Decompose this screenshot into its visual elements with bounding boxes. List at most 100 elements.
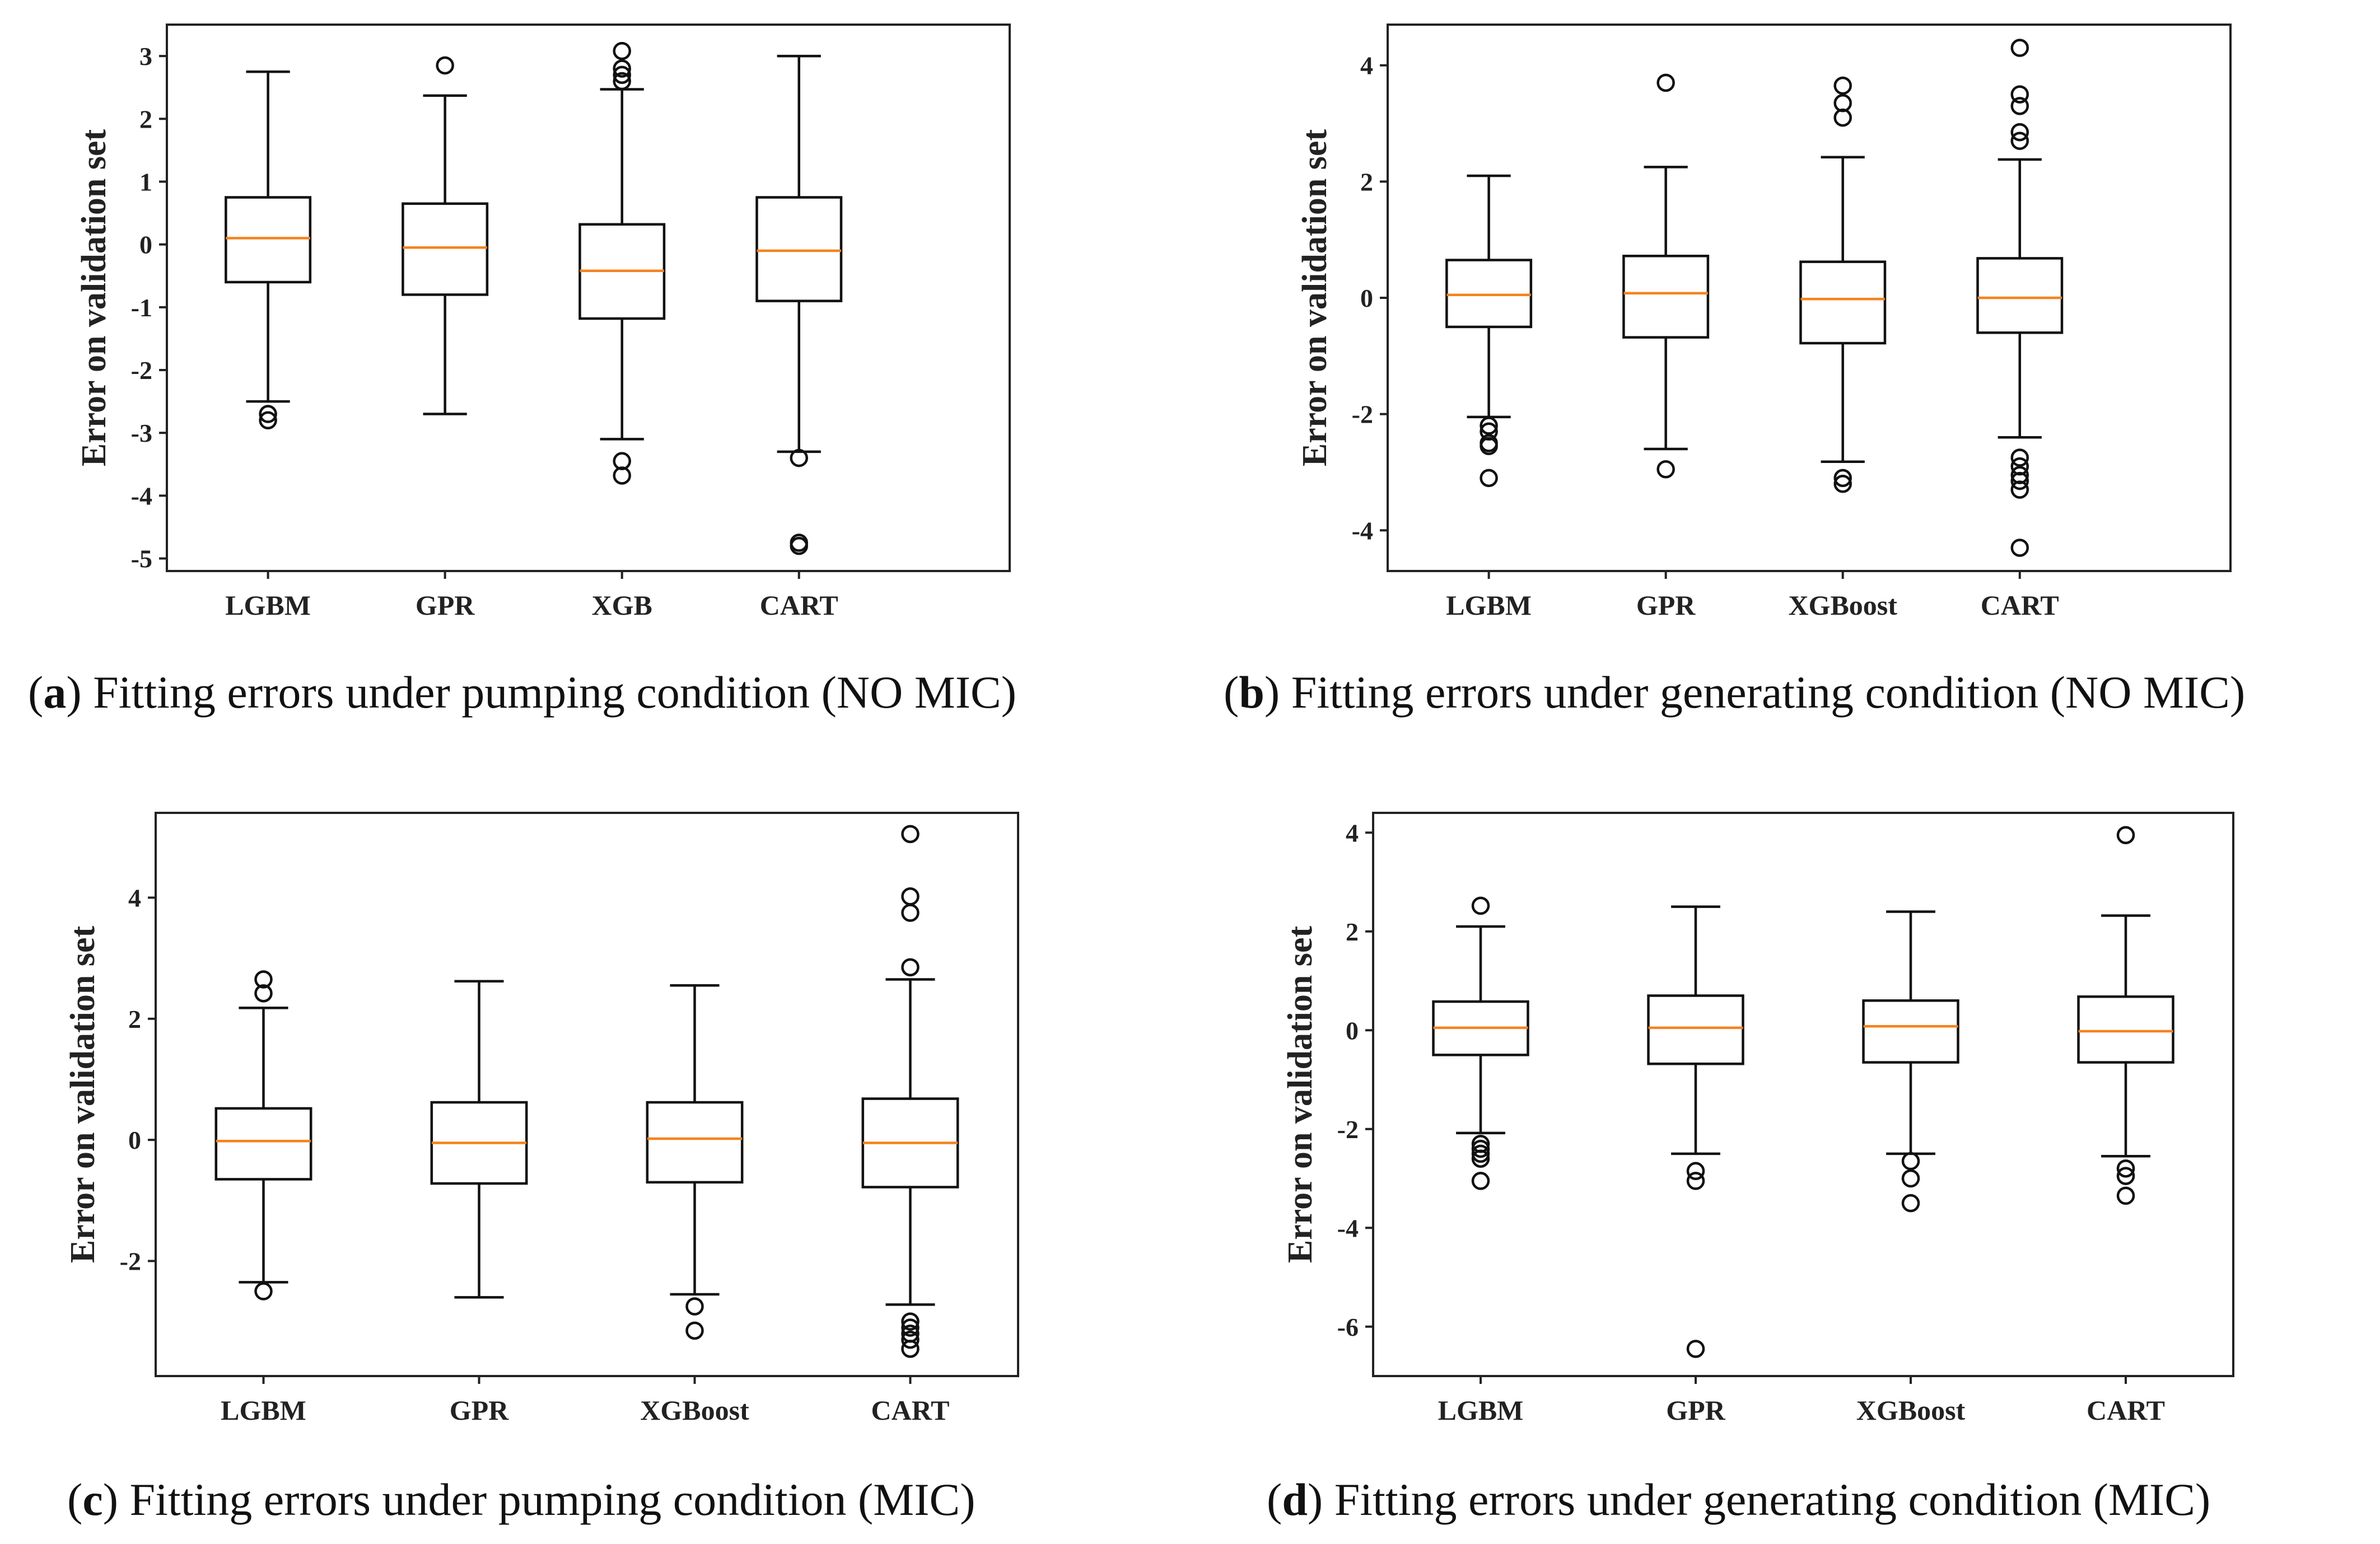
box-a-gpr [402, 202, 489, 296]
outlier-c-cart-1 [901, 904, 920, 922]
y-tick-label-b-2: 0 [1360, 284, 1373, 312]
outlier-b-cart-9 [2010, 480, 2029, 499]
caption-b-text: Fitting errors under generating conditio… [1291, 667, 2246, 718]
outlier-b-cart-4 [2010, 39, 2029, 57]
outlier-c-lgbm-0 [254, 984, 273, 1003]
box-a-lgbm [225, 196, 312, 284]
box-a-cart [755, 196, 843, 302]
outlier-b-cart-10 [2010, 539, 2029, 557]
outlier-c-lgbm-2 [254, 1282, 273, 1300]
outlier-c-xgboost-1 [685, 1321, 704, 1340]
outlier-c-xgboost-0 [685, 1297, 704, 1316]
x-tick-label-b-cart: CART [1981, 589, 2059, 621]
outlier-b-lgbm-0 [1480, 417, 1498, 435]
y-tick-label-a-6: -3 [131, 419, 152, 447]
box-b-cart [1976, 257, 2064, 334]
x-tick-label-a-cart: CART [760, 589, 838, 621]
x-tick-label-d-xgboost: XGBoost [1856, 1395, 1966, 1426]
y-tick-label-a-2: 1 [139, 167, 152, 196]
x-tick-label-d-lgbm: LGBM [1438, 1395, 1524, 1426]
y-tick-label-c-1: 2 [128, 1005, 141, 1033]
outlier-b-xgboost-4 [1833, 475, 1852, 493]
outlier-a-xgb-2 [613, 59, 631, 78]
y-tick-label-d-3: -2 [1337, 1115, 1359, 1144]
outlier-b-cart-3 [2010, 85, 2029, 104]
outlier-b-xgboost-1 [1833, 93, 1852, 113]
x-tick-label-a-gpr: GPR [416, 589, 475, 621]
outlier-b-cart-2 [2010, 97, 2029, 115]
outlier-d-lgbm-4 [1471, 1149, 1490, 1168]
y-tick-label-a-0: 3 [139, 42, 152, 71]
y-tick-label-a-8: -5 [131, 545, 152, 573]
y-tick-label-d-2: 0 [1346, 1016, 1359, 1045]
outlier-d-lgbm-5 [1471, 1172, 1490, 1190]
outlier-b-cart-5 [2010, 448, 2029, 467]
outlier-d-cart-0 [2116, 826, 2135, 844]
outlier-b-cart-8 [2010, 471, 2029, 490]
outlier-a-xgb-0 [613, 72, 631, 91]
outlier-c-cart-8 [901, 1340, 920, 1358]
outlier-b-lgbm-4 [1480, 469, 1498, 488]
panel-tag-c: c [82, 1474, 103, 1525]
plot-frame-c [155, 812, 1019, 1377]
outlier-d-xgboost-0 [1901, 1152, 1920, 1171]
outlier-d-xgboost-2 [1901, 1194, 1920, 1213]
y-tick-label-a-5: -2 [131, 356, 152, 385]
y-tick-label-b-3: -2 [1352, 400, 1373, 429]
outlier-b-lgbm-3 [1480, 437, 1498, 456]
y-tick-label-a-4: -1 [131, 293, 152, 322]
x-tick-label-b-gpr: GPR [1636, 589, 1696, 621]
panel-tag-b: b [1239, 667, 1264, 718]
outlier-d-gpr-1 [1686, 1172, 1705, 1190]
caption-c: (c) Fitting errors under pumping conditi… [67, 1474, 976, 1525]
y-tick-label-b-0: 4 [1360, 52, 1373, 80]
caption-c-text: Fitting errors under pumping condition (… [129, 1474, 976, 1525]
outlier-a-lgbm-1 [259, 411, 277, 430]
y-tick-label-d-1: 2 [1346, 918, 1359, 946]
outlier-d-cart-2 [2116, 1167, 2135, 1185]
outlier-a-xgb-1 [613, 65, 631, 84]
caption-a-text: Fitting errors under pumping condition (… [93, 667, 1017, 718]
caption-a: (a) Fitting errors under pumping conditi… [28, 667, 1017, 718]
x-tick-label-c-xgboost: XGBoost [640, 1395, 749, 1426]
x-tick-label-d-gpr: GPR [1666, 1395, 1725, 1426]
outlier-d-lgbm-3 [1471, 1144, 1490, 1163]
outlier-c-lgbm-1 [254, 970, 273, 989]
x-tick-label-a-lgbm: LGBM [225, 589, 311, 621]
outlier-a-gpr-0 [436, 56, 454, 75]
outlier-a-xgb-3 [613, 41, 631, 60]
outlier-d-lgbm-0 [1471, 896, 1490, 915]
outlier-a-cart-0 [790, 448, 808, 467]
outlier-d-gpr-0 [1686, 1162, 1705, 1181]
outlier-c-cart-5 [901, 1318, 920, 1337]
y-tick-label-d-5: -6 [1337, 1313, 1359, 1341]
box-d-gpr [1647, 994, 1744, 1065]
panel-tag-d: d [1282, 1474, 1308, 1525]
y-axis-label-a: Error on validation set [75, 129, 113, 467]
y-tick-label-d-0: 4 [1346, 818, 1359, 847]
box-b-lgbm [1445, 259, 1533, 329]
outlier-b-gpr-1 [1656, 460, 1675, 479]
outlier-b-xgboost-3 [1833, 469, 1852, 488]
x-tick-label-d-cart: CART [2087, 1395, 2165, 1426]
y-tick-label-a-7: -4 [131, 481, 152, 510]
x-tick-label-b-lgbm: LGBM [1446, 589, 1532, 621]
plot-frame-d [1372, 812, 2234, 1377]
box-c-lgbm [214, 1107, 312, 1181]
y-axis-label-d: Error on validation set [1281, 926, 1319, 1264]
x-tick-label-b-xgboost: XGBoost [1788, 589, 1897, 621]
outlier-b-cart-0 [2010, 132, 2029, 150]
y-tick-label-a-3: 0 [139, 231, 152, 259]
box-d-cart [2077, 995, 2174, 1064]
outlier-c-cart-0 [901, 958, 920, 977]
outlier-d-xgboost-1 [1901, 1169, 1920, 1188]
y-tick-label-a-1: 2 [139, 105, 152, 133]
outlier-c-cart-3 [901, 825, 920, 844]
plot-frame-a [166, 24, 1011, 572]
outlier-d-cart-1 [2116, 1159, 2135, 1178]
y-axis-label-c: Error on validation set [64, 926, 102, 1264]
outlier-d-gpr-2 [1686, 1340, 1705, 1358]
y-tick-label-c-0: 4 [128, 883, 141, 912]
outlier-b-xgboost-2 [1833, 76, 1852, 95]
